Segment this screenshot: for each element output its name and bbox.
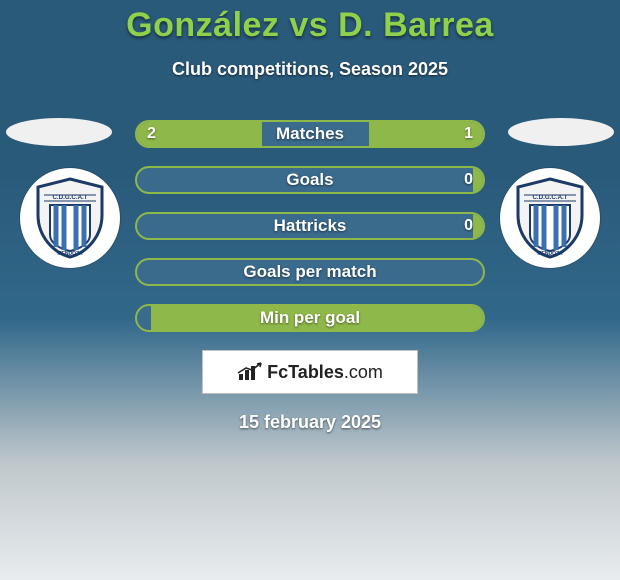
bar-chart-icon [237,362,263,382]
player-photo-left [6,118,112,146]
stat-row: Matches2 1 [135,120,485,148]
badge-text-bottom: MENDOZA [57,251,83,257]
subtitle: Club competitions, Season 2025 [0,59,620,80]
comparison-arena: C.D.G.C.A.T MENDOZA C.D.G.C.A.T MENDOZA … [0,120,620,433]
stat-label: Hattricks [137,214,483,238]
stat-label: Matches [137,122,483,146]
branding-box: FcTables.com [202,350,418,394]
club-badge-left: C.D.G.C.A.T MENDOZA [20,168,120,268]
stat-row: Goals per match [135,258,485,286]
shield-icon: C.D.G.C.A.T MENDOZA [514,177,586,259]
stat-row: Goals0 [135,166,485,194]
badge-text-bottom: MENDOZA [537,251,563,257]
badge-text-top: C.D.G.C.A.T [532,194,567,201]
stat-value-right: 0 [464,214,473,238]
stat-row: Hattricks0 [135,212,485,240]
stat-label: Goals [137,168,483,192]
date-label: 15 february 2025 [0,412,620,433]
stat-label: Min per goal [137,306,483,330]
club-badge-right: C.D.G.C.A.T MENDOZA [500,168,600,268]
stat-value-right: 1 [464,122,473,146]
page-title: González vs D. Barrea [0,0,620,45]
player-photo-right [508,118,614,146]
stat-value-left: 2 [147,122,156,146]
branding-text: FcTables.com [267,362,383,383]
content-root: González vs D. Barrea Club competitions,… [0,0,620,433]
branding-name: FcTables [267,362,344,382]
branding-suffix: .com [344,362,383,382]
stat-row: Min per goal [135,304,485,332]
stat-label: Goals per match [137,260,483,284]
badge-text-top: C.D.G.C.A.T [52,194,87,201]
shield-icon: C.D.G.C.A.T MENDOZA [34,177,106,259]
stat-value-right: 0 [464,168,473,192]
stat-bars: Matches21Goals0Hattricks0Goals per match… [135,120,485,332]
